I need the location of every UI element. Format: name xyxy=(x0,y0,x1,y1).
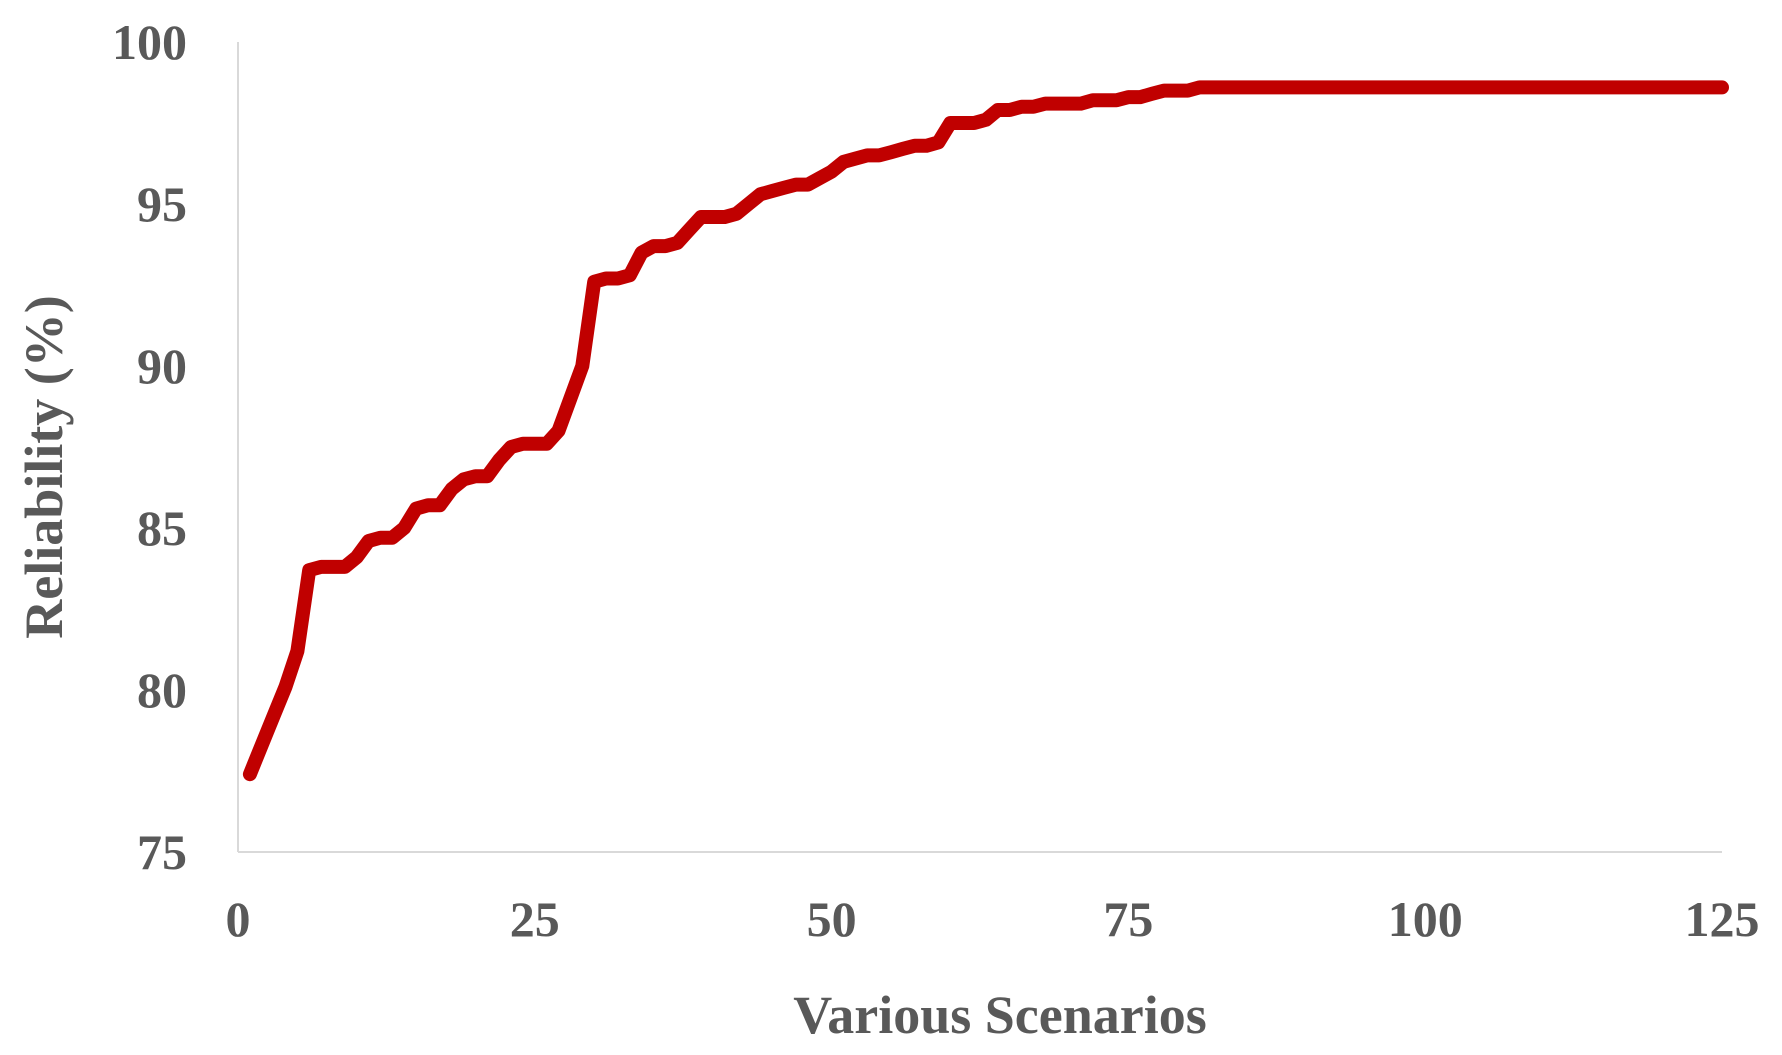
y-tick-label: 80 xyxy=(137,662,187,718)
x-tick-label: 100 xyxy=(1388,891,1463,947)
series-layer xyxy=(242,80,1729,782)
x-tick-label: 75 xyxy=(1103,891,1153,947)
y-tick-label: 75 xyxy=(137,824,187,880)
x-tick-label: 0 xyxy=(226,891,251,947)
y-tick-label: 95 xyxy=(137,176,187,232)
y-tick-label: 100 xyxy=(112,14,187,70)
x-tick-labels: 0 25 50 75 100 125 xyxy=(226,891,1760,947)
y-axis-title: Reliability (%) xyxy=(14,295,74,638)
x-tick-label: 125 xyxy=(1685,891,1760,947)
y-tick-labels: 75 80 85 90 95 100 xyxy=(112,14,187,880)
x-tick-label: 25 xyxy=(510,891,560,947)
y-tick-label: 85 xyxy=(137,500,187,556)
x-axis-title: Various Scenarios xyxy=(793,985,1207,1045)
reliability-series-line xyxy=(242,80,1729,782)
y-tick-label: 90 xyxy=(137,338,187,394)
x-tick-label: 50 xyxy=(807,891,857,947)
